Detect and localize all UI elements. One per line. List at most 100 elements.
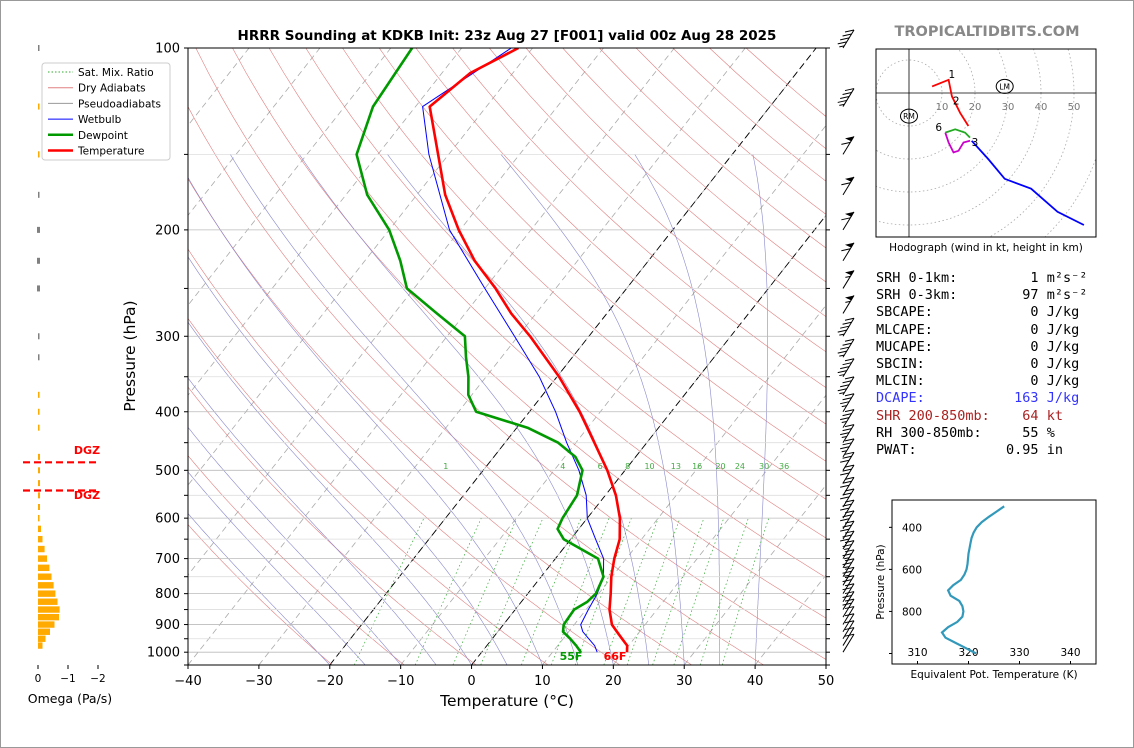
- wind-barb-staff: [842, 393, 855, 413]
- wind-barb-staff: [842, 633, 855, 653]
- dgz-upper-label: DGZ: [74, 444, 100, 457]
- omega-bar: [38, 545, 45, 553]
- omega-bar: [38, 453, 40, 460]
- mixing-ratio-line: [699, 518, 749, 665]
- wind-barb-staff: [842, 452, 855, 471]
- wind-barb: [842, 270, 855, 289]
- wind-barb-flag: [842, 380, 852, 384]
- wind-barb-flag: [842, 553, 852, 557]
- dry-adiabat: [188, 178, 692, 665]
- pseudoadiabat: [188, 321, 472, 665]
- dry-adiabat: [342, 48, 826, 500]
- stat-unit: J/kg: [1046, 304, 1080, 321]
- wind-barb-flag: [840, 472, 850, 476]
- mixing-ratio-label: 1: [443, 462, 448, 471]
- wind-barb: [840, 530, 855, 550]
- dry-adiabat: [188, 455, 405, 665]
- wind-barb: [842, 583, 855, 602]
- stat-row: PWAT: 0.95 in: [876, 442, 1087, 459]
- omega-tick-label: −2: [90, 673, 105, 685]
- legend-box: [41, 62, 171, 161]
- dry-adiabat: [188, 248, 621, 665]
- pseudoadiabat: [188, 426, 401, 665]
- wind-barb: [840, 451, 855, 471]
- isotherm-line: [188, 48, 604, 576]
- mixing-ratio-line: [480, 518, 544, 665]
- wind-barb-flag: [840, 459, 850, 463]
- stat-value: 0: [997, 338, 1047, 355]
- omega-bar: [38, 628, 50, 635]
- theta-e-x-tick-label: 340: [1060, 647, 1080, 659]
- x-tick-label: 20: [605, 674, 622, 689]
- stat-value: 55: [997, 424, 1047, 441]
- isotherm-minus20-line: [329, 48, 817, 665]
- isotherm-line: [400, 124, 826, 665]
- isobar-lines: [188, 47, 826, 666]
- hodograph-ring-label: 50: [1068, 102, 1081, 113]
- wind-barb-flag: [844, 606, 855, 610]
- y-tick-label: 900: [155, 618, 180, 633]
- omega-bar: [38, 480, 40, 487]
- wind-barb: [841, 176, 855, 196]
- isotherm-line: [258, 48, 746, 665]
- wind-barb-flag: [844, 488, 855, 492]
- stat-label: SRH 0-1km:: [876, 270, 998, 286]
- wind-barb-staff: [842, 29, 855, 49]
- y-tick-label: 300: [155, 330, 180, 345]
- wind-barb-flag: [844, 575, 855, 579]
- wind-barb-staff: [842, 488, 855, 508]
- wind-barb-flag: [840, 417, 850, 421]
- wind-barb-flag: [842, 413, 852, 417]
- wind-barb-half-flag: [841, 436, 847, 439]
- theta-e-frame: [891, 499, 1097, 665]
- wind-barb-staff: [842, 477, 855, 496]
- omega-bar: [38, 151, 40, 158]
- wind-barb: [837, 88, 855, 107]
- wind-barb-staff: [842, 575, 855, 594]
- wind-barb-pennant: [845, 136, 854, 142]
- dry-adiabat: [415, 48, 826, 425]
- hodograph-marker-ring: [995, 78, 1014, 94]
- wind-barb-flag: [840, 432, 850, 436]
- wind-barb-flag: [840, 518, 850, 522]
- stat-row: DCAPE: 163 J/kg: [876, 390, 1087, 407]
- wind-barb-flag: [837, 41, 847, 45]
- omega-bar: [38, 582, 54, 589]
- y-tick-label: 800: [155, 587, 180, 602]
- dry-adiabat: [188, 524, 333, 665]
- wind-barb-flag: [840, 37, 850, 41]
- wind-barb-flag: [840, 95, 850, 99]
- mixing-ratio-label: 24: [735, 462, 745, 471]
- wind-barb-flag: [842, 92, 852, 96]
- omega-bar: [38, 492, 40, 499]
- stat-value: 64: [997, 407, 1047, 424]
- wind-barb-half-flag: [839, 374, 845, 377]
- theta-e-x-tick-label: 330: [1009, 647, 1029, 659]
- mixing-ratio-line: [574, 518, 632, 665]
- mixing-ratio-label: 8: [625, 462, 630, 471]
- wind-barb: [842, 549, 855, 569]
- omega-bar: [37, 285, 40, 292]
- wind-barb: [842, 558, 855, 577]
- wind-barb-half-flag: [845, 275, 851, 278]
- wind-barb-half-flag: [844, 548, 850, 551]
- x-tick-label: −20: [316, 674, 343, 689]
- wind-barb-pennant: [845, 242, 854, 248]
- stat-label: SRH 0-3km:: [876, 287, 998, 304]
- omega-bar: [38, 598, 58, 605]
- wind-barb: [841, 136, 855, 155]
- wind-barb-staff: [842, 591, 855, 610]
- mixing-ratio-label: 10: [644, 462, 654, 471]
- wind-barb: [840, 464, 855, 484]
- wind-barb-staff: [842, 318, 855, 337]
- isotherm-line: [329, 48, 817, 665]
- stat-label: DCAPE:: [876, 390, 998, 407]
- hodograph-frame: [875, 48, 1097, 238]
- stat-row: RH 300-850mb: 55 %: [876, 425, 1087, 442]
- wind-barb-flag: [840, 538, 850, 542]
- wind-barb-flag: [840, 507, 850, 511]
- wind-barb: [837, 338, 855, 358]
- x-tick-label: 40: [747, 674, 764, 689]
